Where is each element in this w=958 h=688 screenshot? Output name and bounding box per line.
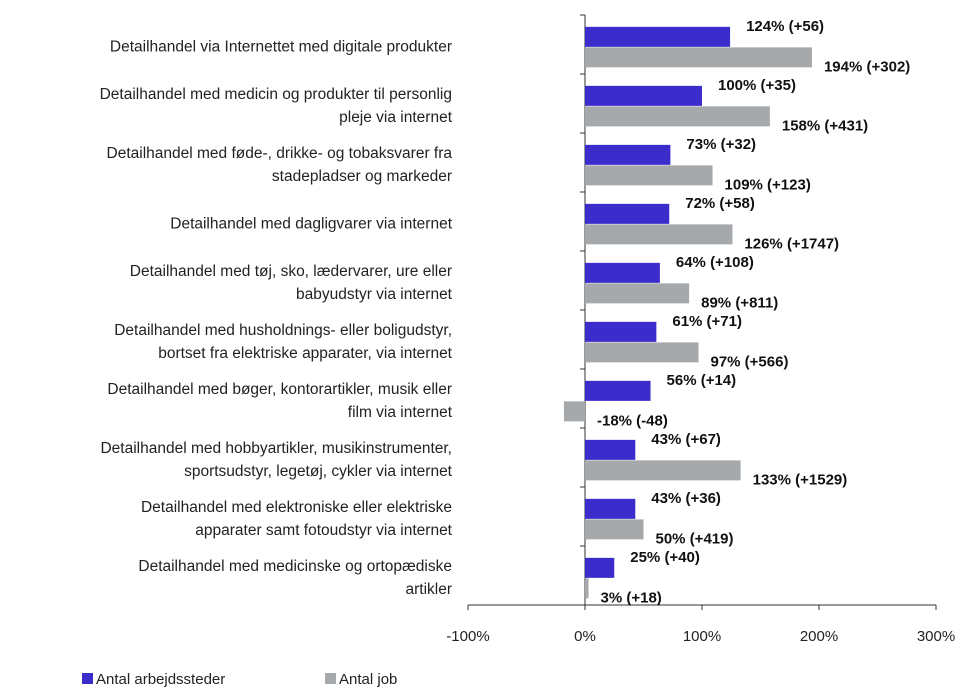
bar: [585, 106, 770, 127]
value-label: 89% (+811): [701, 294, 778, 311]
bar: [585, 262, 660, 283]
category-label: Detailhandel med bøger, kontorartikler, …: [107, 380, 452, 421]
x-tick-label: 200%: [800, 628, 838, 645]
category-label: Detailhandel med medicinske og ortopædis…: [138, 557, 452, 598]
bar: [585, 460, 741, 481]
bar: [585, 578, 589, 599]
bar: [585, 26, 731, 47]
value-label: 97% (+566): [710, 353, 788, 370]
category-label: Detailhandel med tøj, sko, lædervarer, u…: [129, 262, 452, 303]
x-tick-label: 300%: [917, 628, 955, 645]
value-label: 61% (+71): [672, 313, 742, 330]
bar: [563, 401, 585, 422]
value-label: 126% (+1747): [744, 235, 839, 252]
value-label: 194% (+302): [824, 58, 910, 75]
value-label: 3% (+18): [601, 589, 662, 606]
bar: [585, 439, 636, 460]
bar: [585, 519, 644, 540]
legend-label: Antal job: [339, 671, 397, 688]
value-label: 72% (+58): [685, 195, 755, 212]
legend-label: Antal arbejdssteder: [96, 671, 225, 688]
bar: [585, 283, 690, 304]
bar: [585, 224, 733, 245]
category-label: Detailhandel med hobbyartikler, musikins…: [100, 439, 452, 480]
value-label: 158% (+431): [782, 117, 868, 134]
category-label: Detailhandel via Internettet med digital…: [109, 38, 452, 56]
value-label: 50% (+419): [656, 530, 734, 547]
bar: [585, 203, 670, 224]
value-label: -18% (-48): [597, 412, 668, 429]
legend-swatch: [82, 673, 93, 684]
value-label: 109% (+123): [725, 176, 811, 193]
category-label: Detailhandel med føde-, drikke- og tobak…: [106, 144, 452, 185]
category-label: Detailhandel med husholdnings- eller bol…: [114, 321, 452, 362]
bar: [585, 380, 651, 401]
value-label: 56% (+14): [667, 372, 737, 389]
bar: [585, 165, 713, 186]
bar: [585, 85, 702, 106]
x-tick-label: 100%: [683, 628, 721, 645]
bar: [585, 47, 812, 68]
bar: [585, 498, 636, 519]
bar: [585, 144, 671, 165]
value-label: 64% (+108): [676, 254, 754, 271]
category-label: Detailhandel med dagligvarer via interne…: [170, 215, 452, 233]
value-label: 73% (+32): [686, 136, 756, 153]
value-label: 43% (+67): [651, 431, 721, 448]
category-label: Detailhandel med medicin og produkter ti…: [99, 85, 452, 126]
value-label: 25% (+40): [630, 549, 700, 566]
value-label: 133% (+1529): [753, 471, 848, 488]
value-label: 100% (+35): [718, 77, 796, 94]
value-label: 43% (+36): [651, 490, 721, 507]
category-label: Detailhandel med elektroniske eller elek…: [140, 498, 452, 539]
bar: [585, 557, 615, 578]
legend-swatch: [325, 673, 336, 684]
x-tick-label: 0%: [574, 628, 596, 645]
value-label: 124% (+56): [746, 18, 824, 35]
x-tick-label: -100%: [446, 628, 489, 645]
bar: [585, 321, 657, 342]
bar: [585, 342, 699, 363]
